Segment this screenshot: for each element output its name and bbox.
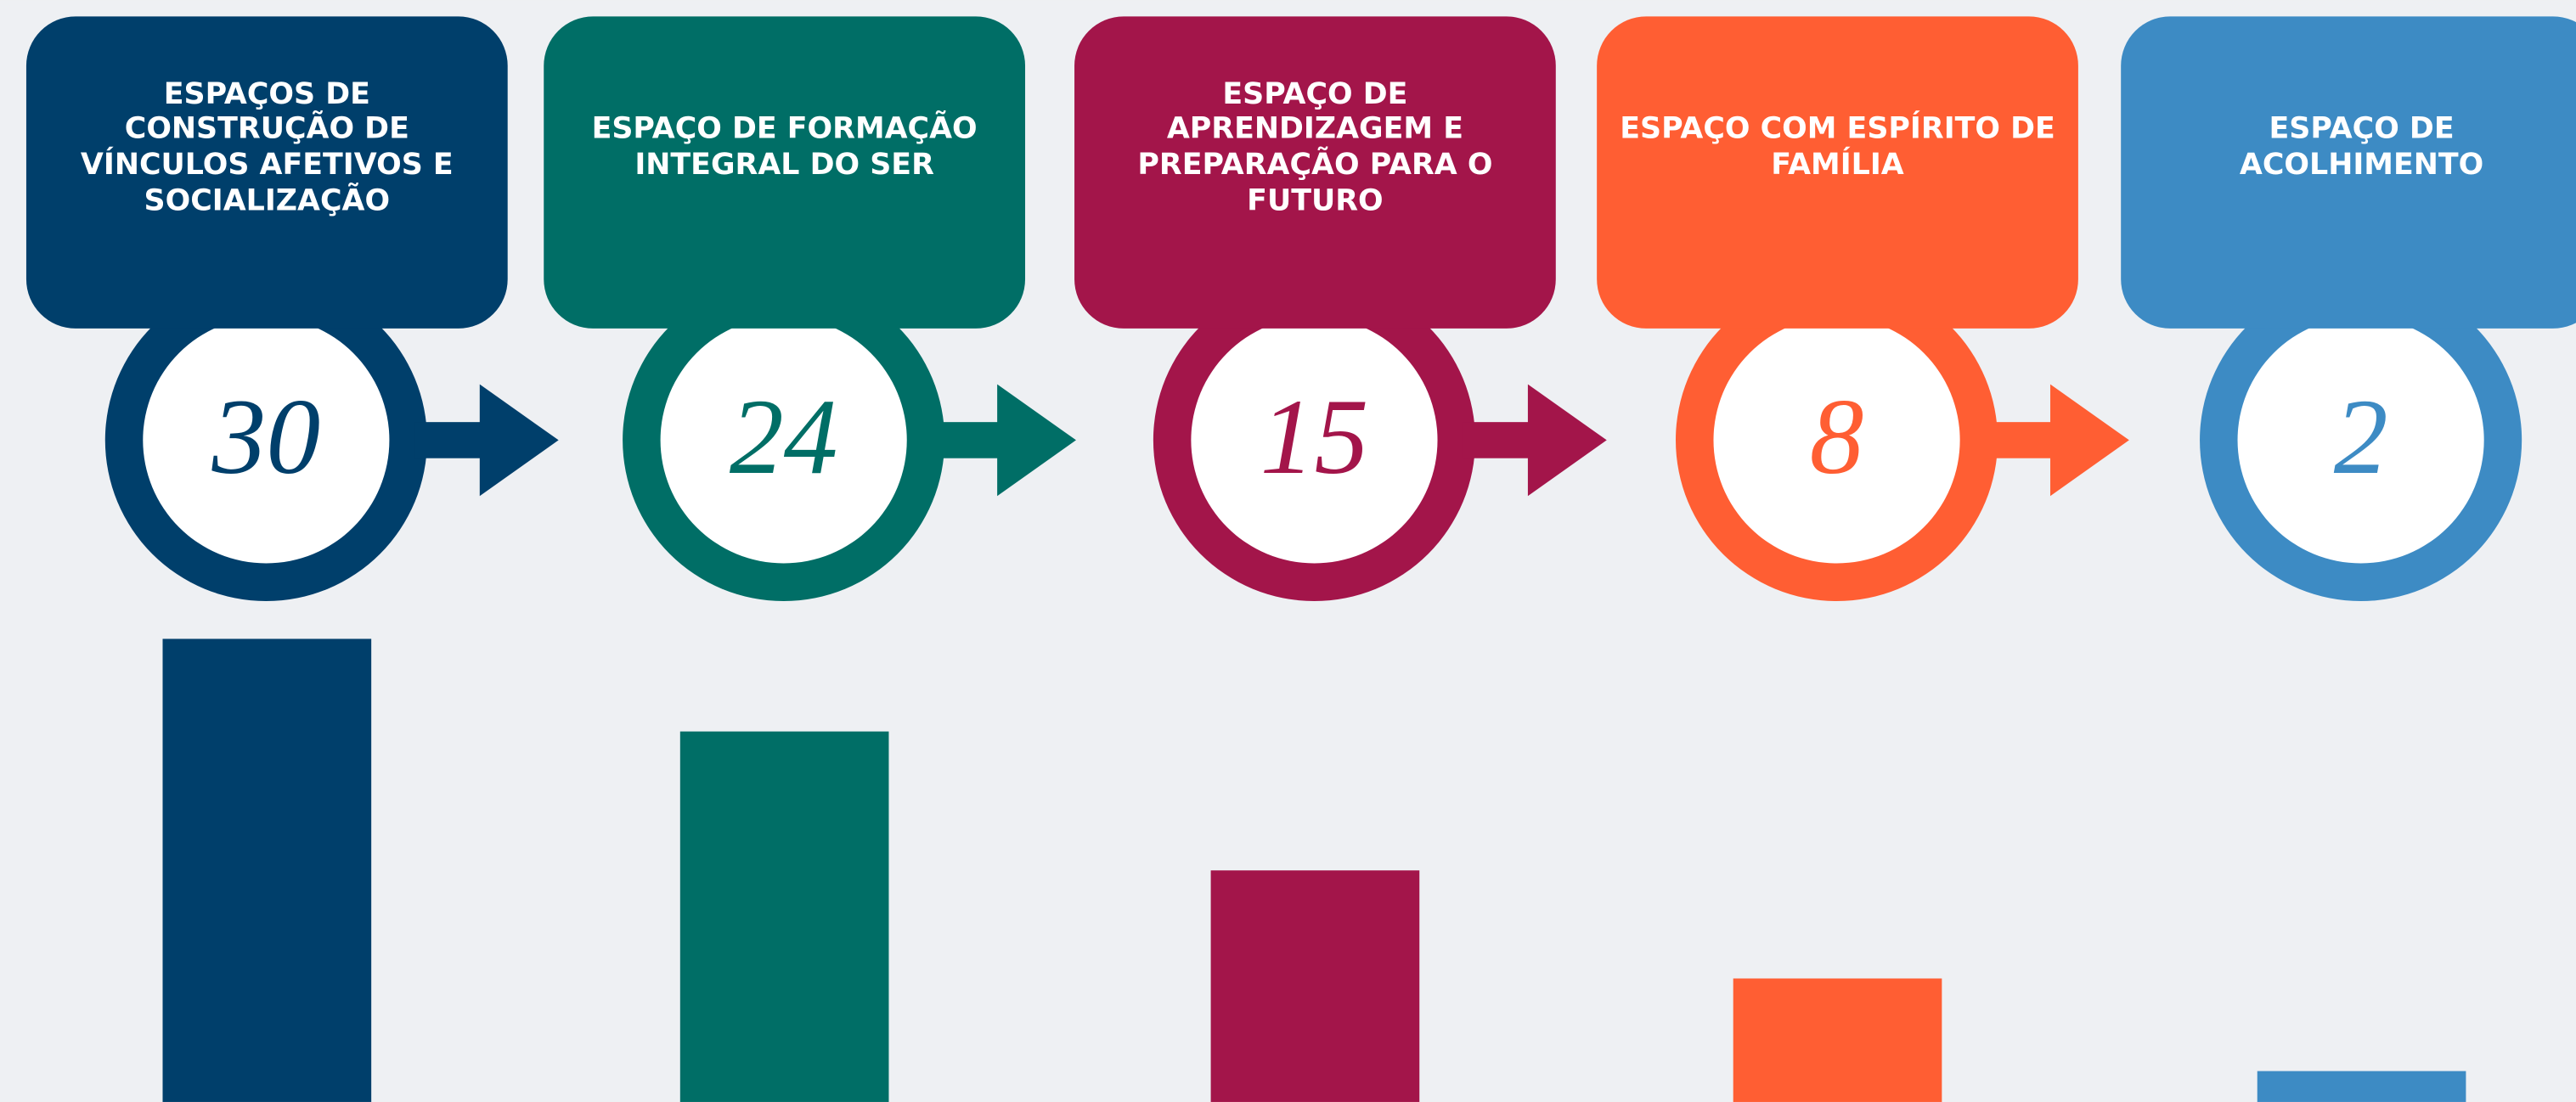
arrow-shaft	[931, 422, 1006, 458]
category-label-box: ESPAÇO DE FORMAÇÃO INTEGRAL DO SER	[591, 112, 978, 183]
number-disc	[660, 317, 907, 564]
number-disc	[1713, 317, 1960, 564]
value-label: 24	[730, 376, 838, 497]
bar	[679, 731, 889, 1102]
category-label: ESPAÇO COM ESPÍRITO DE FAMÍLIA	[1620, 112, 2055, 183]
category-box	[25, 16, 508, 329]
category-label: ESPAÇO DE ACOLHIMENTO	[2239, 112, 2484, 183]
category-label-box: ESPAÇOS DE CONSTRUÇÃO DE VÍNCULOS AFETIV…	[80, 76, 454, 218]
category-label-box: ESPAÇO COM ESPÍRITO DE FAMÍLIA	[1620, 112, 2055, 183]
value-label: 15	[1260, 376, 1369, 497]
category-label: ESPAÇO DE APRENDIZAGEM E PREPARAÇÃO PARA…	[1137, 76, 1493, 218]
category-label: ESPAÇO DE FORMAÇÃO INTEGRAL DO SER	[591, 112, 978, 183]
category-label: ESPAÇOS DE CONSTRUÇÃO DE VÍNCULOS AFETIV…	[80, 76, 454, 218]
number-disc	[143, 317, 390, 564]
arrow-head	[1527, 384, 1607, 497]
category-label-box: ESPAÇO DE APRENDIZAGEM E PREPARAÇÃO PARA…	[1137, 76, 1493, 218]
arrow-head	[2050, 384, 2129, 497]
arrow-head	[479, 384, 559, 497]
value-label: 8	[1810, 376, 1864, 497]
bar	[2257, 1071, 2466, 1102]
category-label-box: ESPAÇO DE ACOLHIMENTO	[2239, 112, 2484, 183]
category-box	[544, 16, 1026, 329]
bar	[162, 638, 372, 1102]
category-box	[2121, 16, 2576, 329]
value-label: 2	[2334, 376, 2388, 497]
arrow-shaft	[414, 422, 488, 458]
number-disc	[2237, 317, 2484, 564]
category-box	[1074, 16, 1556, 329]
category-box	[1597, 16, 2078, 329]
arrow-shaft	[1462, 422, 1536, 458]
value-label: 30	[211, 376, 321, 497]
arrow-shaft	[1984, 422, 2059, 458]
bar	[1733, 978, 1942, 1102]
arrow-head	[997, 384, 1076, 497]
bar	[1210, 870, 1420, 1102]
number-disc	[1191, 317, 1438, 564]
